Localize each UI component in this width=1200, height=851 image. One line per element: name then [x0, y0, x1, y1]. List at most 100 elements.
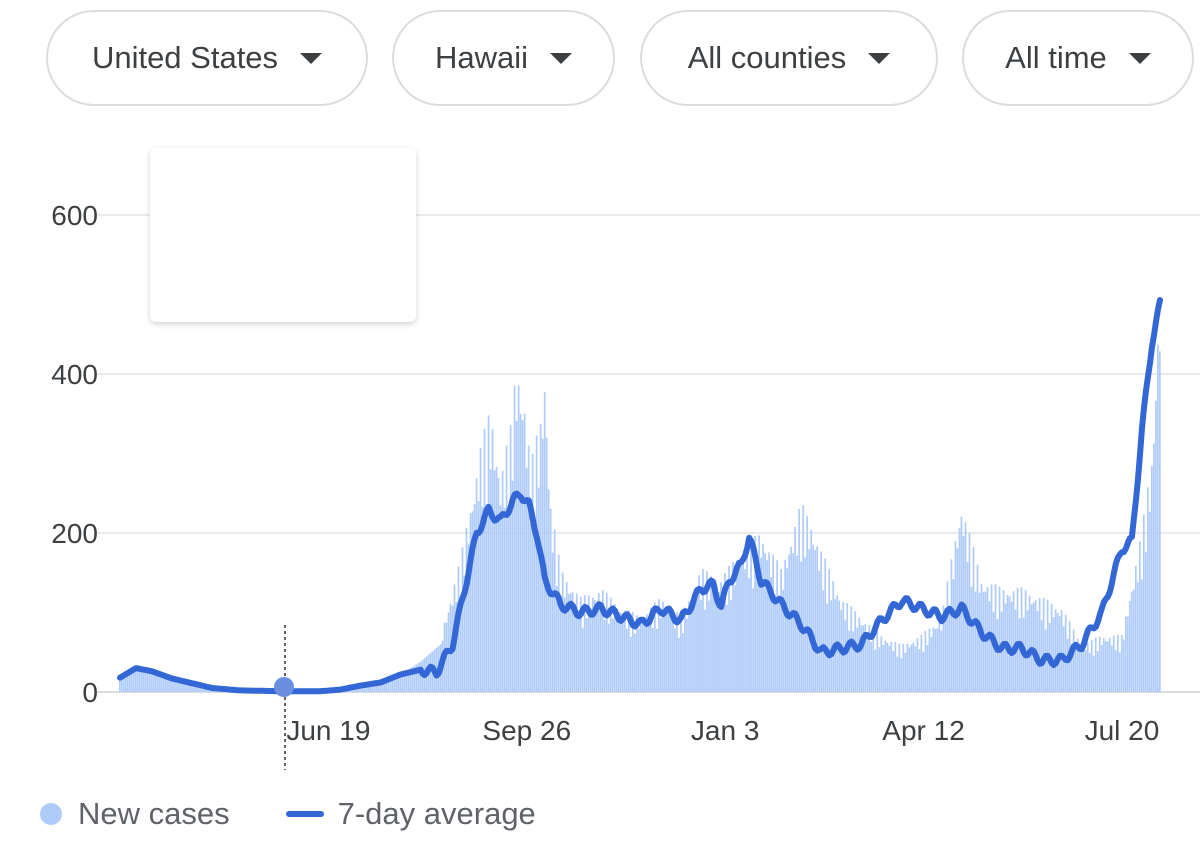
- new-cases-bar: [670, 618, 672, 692]
- new-cases-bar: [878, 647, 881, 692]
- new-cases-bar: [654, 602, 656, 692]
- new-cases-bar: [910, 644, 913, 692]
- hover-point: [274, 677, 294, 697]
- new-cases-bar: [169, 678, 171, 692]
- new-cases-bar: [1102, 638, 1105, 692]
- new-cases-bar: [1088, 652, 1091, 692]
- new-cases-bar: [656, 628, 658, 692]
- new-cases-bar: [1138, 541, 1141, 692]
- new-cases-bar: [409, 668, 412, 692]
- new-cases-bar: [824, 558, 827, 692]
- new-cases-bar: [361, 685, 364, 692]
- new-cases-bar: [1050, 603, 1053, 692]
- new-cases-bar: [521, 420, 524, 692]
- y-axis-ticks: 0 200 400 600: [51, 200, 98, 708]
- new-cases-bar: [579, 596, 582, 692]
- new-cases-bar: [191, 684, 193, 692]
- state-dropdown[interactable]: Hawaii: [392, 10, 615, 106]
- new-cases-bar: [774, 594, 776, 692]
- new-cases-bar: [928, 628, 931, 692]
- new-cases-bar: [383, 679, 386, 692]
- new-cases-bar: [1024, 590, 1027, 692]
- new-cases-bar: [720, 582, 722, 692]
- country-dropdown[interactable]: United States: [46, 10, 368, 106]
- new-cases-bar: [483, 428, 486, 692]
- new-cases-bar: [127, 672, 129, 692]
- new-cases-bar: [1056, 612, 1059, 692]
- new-cases-bar: [193, 684, 195, 692]
- new-cases-bar: [543, 392, 546, 692]
- new-cases-bar: [716, 586, 718, 692]
- new-cases-bar: [1104, 641, 1107, 692]
- new-cases-bar: [505, 445, 508, 692]
- new-cases-bar: [563, 597, 566, 692]
- new-cases-bar: [637, 628, 640, 692]
- new-cases-bar: [159, 676, 161, 692]
- new-cases-bar: [619, 612, 622, 692]
- new-cases-bar: [830, 600, 833, 692]
- new-cases-bar: [583, 594, 586, 692]
- x-tick-label: Jul 20: [1085, 715, 1160, 746]
- new-cases-bar: [984, 591, 987, 692]
- new-cases-bar: [501, 470, 504, 692]
- new-cases-bar: [868, 624, 871, 692]
- new-cases-bar: [557, 554, 560, 692]
- new-cases-bar: [617, 612, 620, 692]
- x-tick-label: Jan 3: [691, 715, 760, 746]
- new-cases-bar: [1040, 620, 1043, 692]
- new-cases-bar: [1124, 616, 1127, 692]
- new-cases-bar: [1118, 652, 1121, 692]
- new-cases-bar: [467, 544, 470, 692]
- new-cases-bar: [756, 573, 758, 692]
- new-cases-bar: [417, 663, 420, 692]
- new-cases-bar: [197, 685, 199, 692]
- new-cases-bar: [1036, 611, 1039, 692]
- new-cases-bar: [902, 643, 905, 692]
- new-cases-bar: [389, 677, 392, 692]
- new-cases-bar: [137, 668, 139, 692]
- new-cases-bar: [918, 649, 921, 692]
- new-cases-bar: [1144, 552, 1147, 692]
- new-cases-bar: [992, 611, 995, 692]
- cases-chart[interactable]: 0 200 400 600 Jun 19 Sep 26 Jan 3 Apr 12 Jul 20: [0, 120, 1200, 780]
- new-cases-bar: [968, 532, 971, 692]
- new-cases-bar: [844, 620, 847, 692]
- new-cases-bar: [561, 572, 564, 692]
- new-cases-bar: [535, 435, 538, 692]
- new-cases-bar: [1132, 589, 1135, 692]
- new-cases-bar: [644, 621, 646, 692]
- new-cases-bar: [920, 634, 923, 692]
- new-cases-bar: [621, 620, 624, 692]
- new-cases-bar: [507, 514, 510, 692]
- y-tick-label: 200: [51, 518, 98, 549]
- new-cases-bar: [359, 685, 362, 692]
- new-cases-bar: [710, 576, 712, 692]
- new-cases-bar: [922, 652, 925, 692]
- new-cases-bar: [465, 527, 468, 692]
- new-cases-bar: [429, 653, 432, 692]
- new-cases-bar: [183, 682, 185, 692]
- new-cases-bar: [692, 598, 694, 692]
- new-cases-bar: [601, 590, 604, 692]
- new-cases-bar: [966, 562, 969, 692]
- new-cases-bar: [950, 559, 953, 692]
- new-cases-bar: [940, 630, 943, 692]
- new-cases-bar: [157, 675, 159, 692]
- county-dropdown[interactable]: All counties: [640, 10, 938, 106]
- new-cases-bar: [415, 664, 418, 692]
- new-cases-bar: [790, 546, 792, 692]
- new-cases-bar: [892, 651, 895, 692]
- new-cases-bar: [1094, 637, 1097, 692]
- new-cases-bar: [828, 568, 831, 692]
- new-cases-bar: [631, 611, 634, 692]
- new-cases-bar: [141, 670, 143, 692]
- new-cases-bar: [545, 437, 548, 692]
- time-range-dropdown[interactable]: All time: [962, 10, 1194, 106]
- new-cases-bar: [145, 671, 147, 692]
- new-cases-bar: [175, 680, 177, 692]
- new-cases-bar: [1084, 650, 1087, 692]
- new-cases-bar: [595, 602, 598, 692]
- new-cases-bar: [662, 601, 664, 692]
- new-cases-bar: [916, 638, 919, 692]
- new-cases-bar: [1090, 639, 1093, 692]
